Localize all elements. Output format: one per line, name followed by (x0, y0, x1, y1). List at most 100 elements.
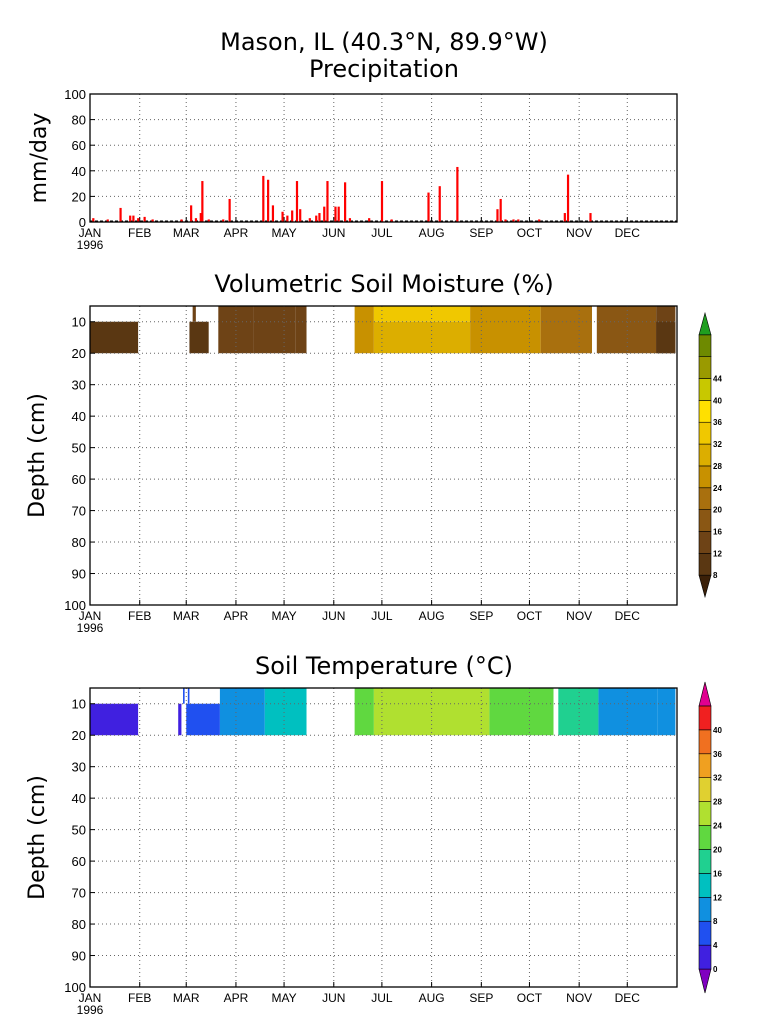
colorbar-tick-label: 12 (713, 549, 722, 558)
x-year-label: 1996 (77, 238, 104, 252)
x-tick-label: MAY (272, 609, 297, 623)
y-tick-label: 80 (72, 113, 86, 128)
precip-bar (222, 219, 225, 222)
x-tick-label: DEC (615, 609, 641, 623)
colorbar-swatch (698, 920, 712, 946)
precip-bar (228, 198, 231, 222)
heatmap-cell (218, 306, 254, 354)
y-tick-label: 90 (72, 949, 86, 964)
plot-frame (89, 93, 678, 223)
colorbar-tick-label: 0 (713, 965, 718, 974)
colorbar-tick-label: 40 (713, 396, 722, 405)
x-tick-label: MAY (272, 991, 297, 1005)
heatmap-cell (596, 306, 657, 354)
y-tick-label: 100 (64, 87, 86, 102)
precip-bar (143, 216, 146, 222)
y-tick-label: 40 (72, 791, 86, 806)
y-tick-label: 80 (72, 917, 86, 932)
precip-bar (496, 209, 499, 222)
x-tick-label: OCT (517, 991, 543, 1005)
heatmap-cell (187, 688, 190, 704)
x-tick-label: MAY (272, 226, 297, 240)
y-tick-label: 20 (72, 189, 86, 204)
precip-bar (566, 174, 570, 222)
heatmap-cell (373, 321, 471, 354)
y-tick-label: 20 (72, 346, 86, 361)
y-tick-label: 20 (72, 728, 86, 743)
precip-bar (323, 206, 326, 222)
colorbar-swatch (698, 825, 712, 850)
colorbar-tick-label: 8 (713, 917, 718, 926)
colorbar-swatch (698, 574, 712, 599)
colorbar-tick-label: 24 (713, 822, 722, 831)
heatmap-cell (558, 688, 599, 736)
precip-bar (286, 215, 289, 222)
x-tick-label: JAN (79, 609, 102, 623)
x-year-label: 1996 (77, 621, 104, 635)
colorbar-tick-label: 32 (713, 440, 722, 449)
x-tick-label: FEB (128, 226, 151, 240)
y-tick-label: 60 (72, 138, 86, 153)
heatmap-cell (178, 703, 182, 736)
colorbar-swatch (698, 681, 712, 707)
colorbar-swatch (698, 553, 712, 576)
colorbar-tick-label: 12 (713, 893, 722, 902)
x-tick-label: APR (224, 991, 249, 1005)
y-tick-label: 0 (79, 215, 86, 230)
precip-bar (199, 213, 202, 222)
colorbar-tick-label: 20 (713, 506, 722, 515)
x-tick-label: OCT (517, 609, 543, 623)
x-year-label: 1996 (77, 1003, 104, 1017)
y-tick-label: 60 (72, 472, 86, 487)
y-tick-label: 80 (72, 535, 86, 550)
heatmap-cell (189, 321, 209, 354)
heatmap-cell (373, 688, 490, 736)
colorbar-tick-label: 20 (713, 845, 722, 854)
precip-bar (315, 215, 318, 222)
y-tick-label: 50 (72, 823, 86, 838)
precip-bar (281, 211, 284, 222)
heatmap-cell (598, 688, 658, 736)
temperature-title: Soil Temperature (°C) (255, 652, 513, 680)
x-tick-label: DEC (615, 226, 641, 240)
heatmap-cell (253, 306, 296, 354)
x-tick-label: AUG (419, 226, 445, 240)
x-tick-label: JUL (371, 609, 393, 623)
precip-bar (119, 207, 122, 222)
precip-title: Precipitation (309, 55, 459, 83)
x-tick-label: OCT (517, 226, 543, 240)
heatmap-cell (354, 688, 374, 736)
precip-bar (589, 213, 592, 222)
plot-frame (89, 687, 678, 988)
precip-bar (267, 179, 270, 222)
x-tick-label: JUL (371, 226, 393, 240)
x-tick-label: SEP (469, 609, 493, 623)
precip-bar (438, 186, 441, 222)
precip-bar (334, 206, 337, 222)
heatmap-cell (657, 688, 676, 736)
colorbar-swatch (698, 531, 712, 554)
precip-bar (262, 175, 265, 222)
colorbar-swatch (698, 334, 712, 357)
colorbar-swatch (698, 465, 712, 489)
y-axis-label: Depth (cm) (25, 393, 50, 518)
precip-bar (337, 206, 340, 222)
colorbar-swatch (698, 705, 712, 731)
y-tick-label: 30 (72, 760, 86, 775)
colorbar-tick-label: 36 (713, 750, 722, 759)
x-tick-label: JUL (371, 991, 393, 1005)
x-tick-label: NOV (566, 226, 592, 240)
heatmap-cell (470, 306, 541, 354)
colorbar-swatch (698, 421, 712, 445)
x-tick-label: AUG (419, 991, 445, 1005)
y-tick-label: 10 (72, 315, 86, 330)
precip-bar (390, 219, 393, 222)
heatmap-cell (90, 321, 139, 354)
colorbar-tick-label: 24 (713, 484, 722, 493)
precip-bar (499, 198, 502, 222)
figure-title: Mason, IL (40.3°N, 89.9°W) (220, 28, 548, 56)
precip-bar (299, 209, 302, 222)
precip-bar (271, 205, 275, 222)
